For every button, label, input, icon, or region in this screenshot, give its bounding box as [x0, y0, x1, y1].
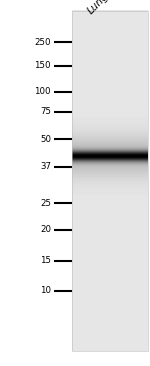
Text: 50: 50 [40, 135, 51, 143]
Text: Lung: Lung [86, 0, 111, 16]
Text: 100: 100 [34, 87, 51, 96]
Text: 37: 37 [40, 162, 51, 171]
Text: 25: 25 [40, 199, 51, 208]
Text: 20: 20 [40, 225, 51, 234]
Text: 75: 75 [40, 107, 51, 116]
Text: 150: 150 [34, 61, 51, 70]
Text: 250: 250 [34, 38, 51, 46]
Text: 15: 15 [40, 256, 51, 265]
Text: 10: 10 [40, 287, 51, 295]
